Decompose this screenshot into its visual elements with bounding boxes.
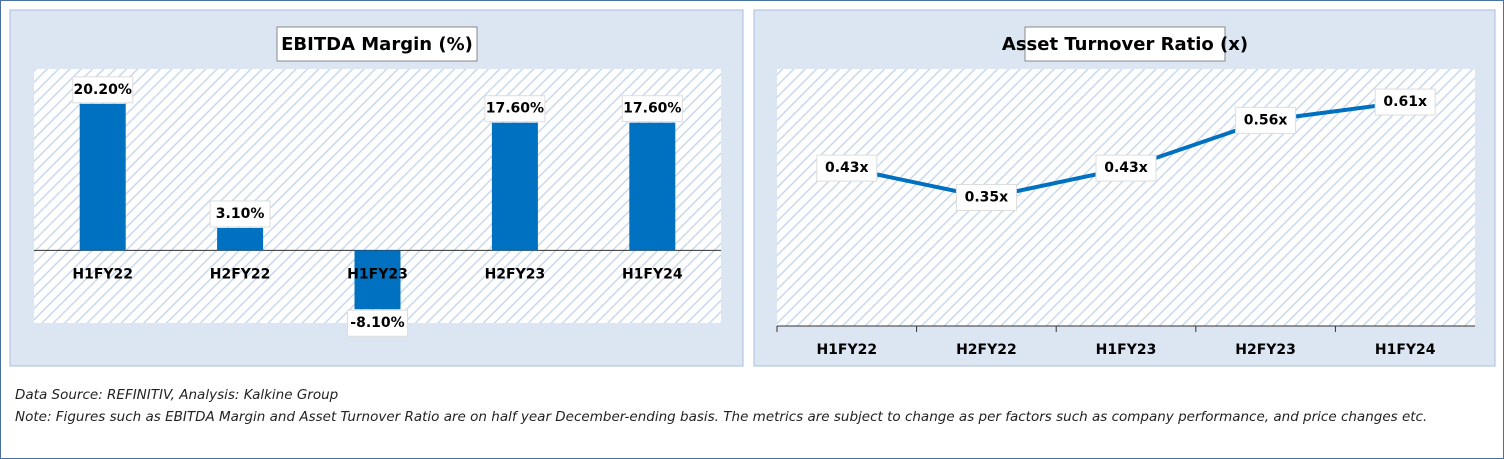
x-tick-label: H1FY24	[622, 266, 683, 282]
value-label-box	[955, 184, 1017, 211]
value-label: 17.60%	[486, 101, 544, 117]
chart-title: Asset Turnover Ratio (x)	[1002, 34, 1248, 55]
value-label-box	[1374, 88, 1436, 116]
value-label-box	[209, 200, 271, 228]
value-label: 0.56x	[1244, 112, 1288, 128]
x-tick-label: H1FY22	[72, 266, 133, 282]
title-box	[1024, 26, 1226, 62]
title-box	[276, 26, 478, 62]
charts: EBITDA Margin (%) H1FY22 20.20% H2FY22 3.10%…	[9, 9, 1496, 367]
x-tick-label: H2FY23	[485, 266, 546, 282]
bar	[79, 103, 126, 251]
x-tick-label: H1FY23	[347, 266, 408, 282]
value-label-box	[72, 76, 134, 104]
x-tick-label: H2FY23	[1235, 342, 1296, 358]
x-tick-label: H1FY24	[1375, 342, 1436, 358]
note: Note: Figures such as EBITDA Margin and …	[15, 409, 1428, 425]
value-label: 0.43x	[825, 160, 869, 176]
bar	[629, 122, 676, 251]
value-label-box	[1095, 154, 1157, 182]
chart-title: EBITDA Margin (%)	[281, 34, 473, 55]
value-label: 0.35x	[965, 190, 1009, 206]
source: Data Source: REFINITIV, Analysis: Kalkin…	[15, 387, 339, 403]
bar	[354, 250, 401, 310]
value-label: 0.43x	[1104, 160, 1148, 176]
plot-area	[777, 69, 1475, 326]
value-label: 20.20%	[74, 82, 132, 98]
value-label-box	[621, 95, 683, 123]
value-label: 0.61x	[1383, 94, 1427, 110]
bar	[491, 122, 538, 251]
value-label: 3.10%	[216, 206, 265, 222]
x-tick-label: H1FY23	[1096, 342, 1157, 358]
x-tick-label: H2FY22	[210, 266, 271, 282]
value-label-box	[1235, 106, 1297, 134]
value-label-box	[484, 95, 546, 123]
value-label: -8.10%	[350, 315, 404, 331]
x-tick-label: H1FY22	[816, 342, 877, 358]
x-tick-label: H2FY22	[956, 342, 1017, 358]
value-label-box	[816, 154, 878, 182]
value-label: 17.60%	[623, 101, 681, 117]
value-label-box	[347, 309, 408, 337]
bar	[217, 227, 264, 251]
